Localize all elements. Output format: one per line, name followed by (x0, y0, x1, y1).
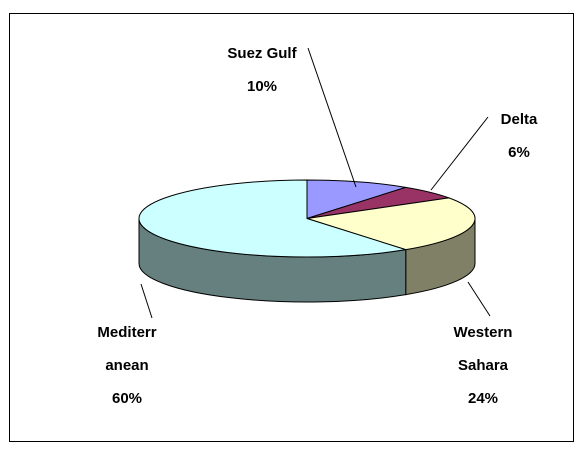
data-label-line: Sahara (458, 357, 509, 374)
leader-line (307, 47, 357, 188)
leader-line (140, 283, 153, 319)
pie-slice (138, 179, 406, 258)
leader-line (430, 116, 489, 191)
pie-slice (306, 179, 406, 220)
data-label-line: Mediterr (97, 324, 156, 341)
data-label-name: Suez Gulf (227, 45, 297, 62)
data-label-value: 6% (508, 144, 530, 161)
data-label-value: 60% (112, 390, 142, 407)
data-label-name: Western Sahara (454, 324, 513, 374)
data-label-value: 10% (247, 78, 277, 95)
data-label-line: anean (105, 357, 148, 374)
data-label-name: Delta (501, 111, 538, 128)
data-label-line: Western (454, 324, 513, 341)
data-label-line: Suez Gulf (227, 45, 297, 62)
data-label-value: 24% (468, 390, 498, 407)
pie-tops (138, 179, 476, 258)
pie-slice (306, 197, 476, 251)
leader-line (467, 281, 491, 317)
pie-sides (138, 218, 476, 303)
data-label-line: Delta (501, 111, 538, 128)
data-label-name: Mediterr anean (97, 324, 156, 374)
